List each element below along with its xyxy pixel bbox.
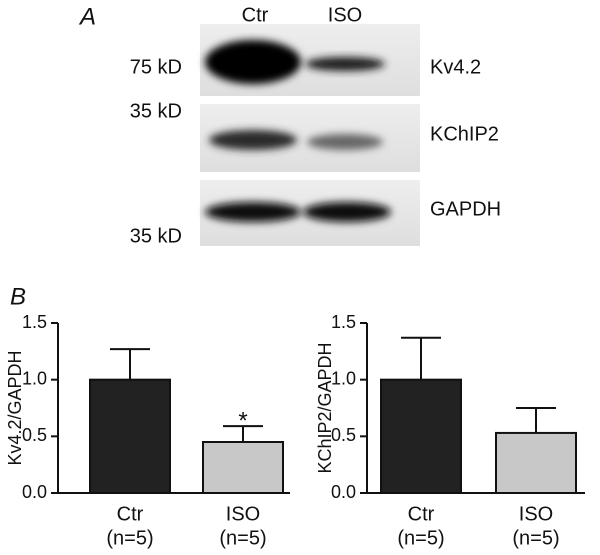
x-tick-label: (n=5) (106, 527, 153, 549)
y-tick-label: 0.0 (22, 482, 47, 502)
bar (89, 378, 171, 494)
lane-label: ISO (328, 4, 362, 26)
band (205, 40, 301, 84)
bar (380, 378, 462, 494)
annotation: * (238, 407, 247, 434)
y-axis-label: KChIP2/GAPDH (315, 342, 335, 473)
x-tick-label: (n=5) (397, 527, 444, 549)
bar (202, 441, 284, 494)
band (307, 134, 383, 150)
x-tick-label: ISO (519, 503, 553, 525)
marker-label: 35 kD (130, 225, 182, 247)
y-tick-label: 0.5 (22, 425, 47, 445)
lane-label: Ctr (242, 4, 269, 26)
band (303, 202, 391, 222)
protein-label: GAPDH (430, 198, 501, 220)
band (205, 202, 301, 222)
bar (495, 431, 577, 494)
y-tick-label: 1.0 (22, 368, 47, 388)
y-tick-label: 1.0 (331, 368, 356, 388)
x-tick-label: Ctr (408, 503, 435, 525)
x-tick-label: ISO (226, 503, 260, 525)
band (209, 130, 297, 150)
panel-label: A (78, 3, 96, 30)
protein-label: KChIP2 (430, 123, 499, 145)
y-tick-label: 0.5 (331, 425, 356, 445)
x-tick-label: (n=5) (512, 527, 559, 549)
y-tick-label: 1.5 (331, 312, 356, 332)
protein-label: Kv4.2 (430, 56, 481, 78)
band (305, 57, 385, 71)
y-tick-label: 0.0 (331, 482, 356, 502)
marker-label: 35 kD (130, 100, 182, 122)
y-axis-label: Kv4.2/GAPDH (5, 350, 25, 465)
y-tick-label: 1.5 (22, 312, 47, 332)
x-tick-label: Ctr (117, 503, 144, 525)
x-tick-label: (n=5) (219, 527, 266, 549)
panel-a: A Ctr ISO 75 kD 35 kD 35 kD Kv4.2 KChIP2… (78, 3, 501, 247)
marker-label: 75 kD (130, 56, 182, 78)
panel-label: B (10, 283, 26, 310)
